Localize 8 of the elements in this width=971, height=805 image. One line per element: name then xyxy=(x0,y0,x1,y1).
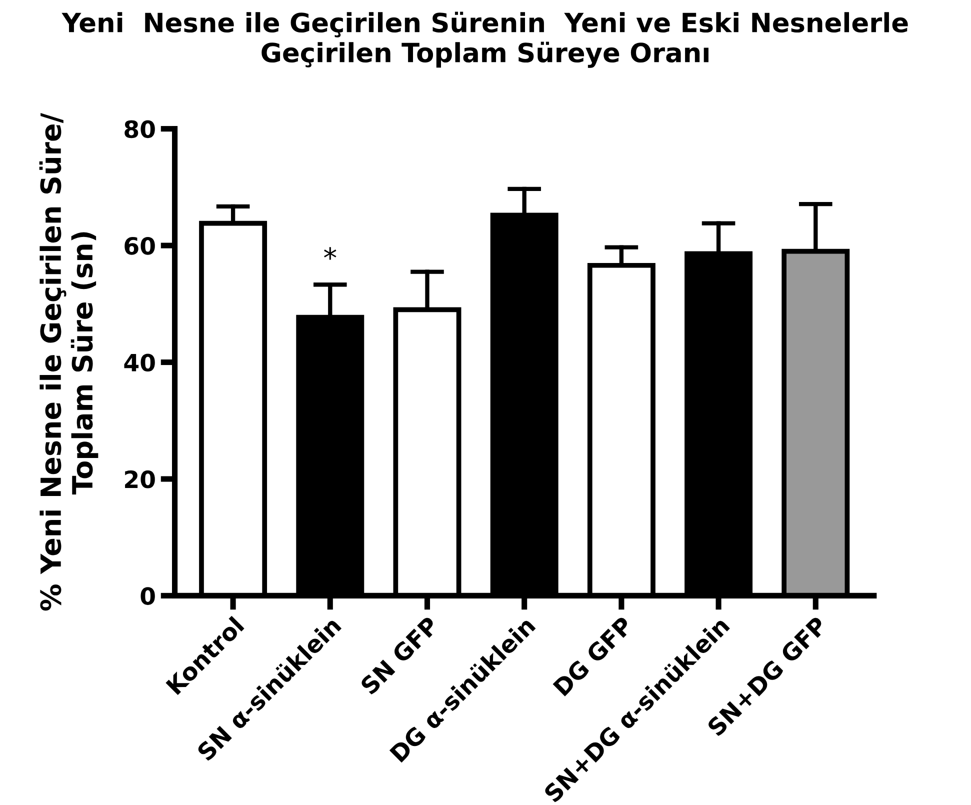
annotation: * xyxy=(324,247,336,260)
y-tick-label: 60 xyxy=(124,236,155,255)
y-tick-label: 20 xyxy=(125,470,155,488)
y-tick-label: 40 xyxy=(124,354,155,372)
chart-title: Yeni Nesne ile Geçirilen Sürenin Yeni ve Eski Nesnelerle Geçirilen Toplam Süreye Oranı xyxy=(62,12,908,68)
y-tick-label: 0 xyxy=(140,587,155,606)
y-axis-title: % Yeni Nesne ile Geçirilen Süre/ Toplam Süre (sn) xyxy=(39,113,98,611)
y-tick-label: 80 xyxy=(124,120,155,138)
